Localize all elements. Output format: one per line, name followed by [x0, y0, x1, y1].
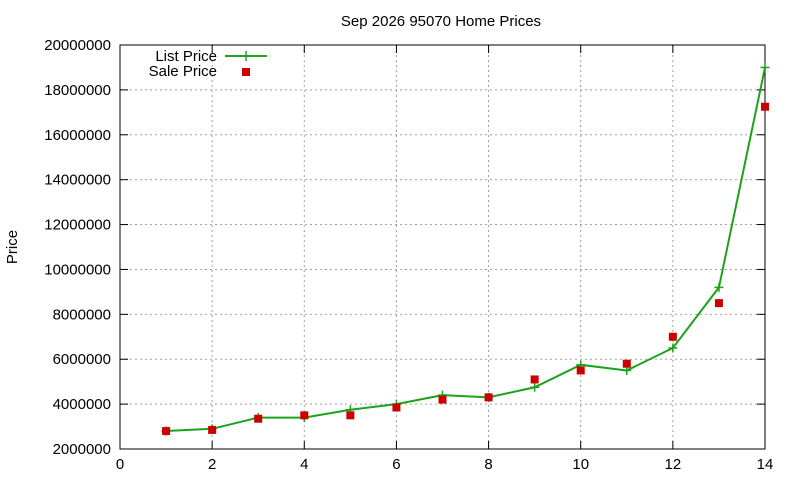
grid-lines [120, 45, 765, 449]
x-tick-label: 0 [116, 456, 124, 473]
sale-price-point [300, 411, 309, 420]
legend: List Price Sale Price [149, 48, 267, 80]
sale-price-point [530, 375, 539, 384]
x-tick-label: 4 [300, 456, 308, 473]
sale-price-point [254, 414, 263, 423]
sale-price-point [162, 427, 171, 436]
x-tick-label: 12 [665, 456, 682, 473]
sale-price-point [761, 102, 769, 111]
y-tick-label: 10000000 [44, 261, 111, 278]
y-tick-label: 18000000 [44, 82, 111, 99]
list-price-point [668, 343, 678, 353]
list-price-point [760, 62, 770, 72]
sale-price-point [576, 366, 585, 375]
y-axis-label: Price [4, 230, 21, 264]
chart-title: Sep 2026 95070 Home Prices [341, 13, 541, 30]
y-tick-label: 8000000 [53, 306, 111, 323]
legend-marker-sale-price [242, 68, 250, 76]
sale-price-point [714, 299, 723, 308]
y-tick-label: 14000000 [44, 172, 111, 189]
series-layer [161, 62, 770, 436]
legend-label-sale-price: Sale Price [149, 63, 217, 80]
list-price-point [714, 282, 724, 292]
plot-frame [119, 44, 766, 450]
sale-price-point [346, 411, 355, 420]
y-axis-ticks: 2000000 4000000 6000000 8000000 10000000 1200… [44, 37, 765, 458]
sale-price-point [668, 332, 677, 341]
x-tick-label: 10 [572, 456, 589, 473]
legend-label-list-price: List Price [155, 48, 217, 65]
sale-price-point [438, 395, 447, 404]
y-tick-label: 12000000 [44, 217, 111, 234]
x-tick-label: 6 [392, 456, 400, 473]
x-tick-label: 2 [208, 456, 216, 473]
list-price-line [166, 67, 766, 433]
sale-price-point [622, 359, 631, 368]
y-tick-label: 4000000 [53, 396, 111, 413]
sale-price-point [484, 393, 493, 402]
x-axis-ticks: 0 2 4 6 8 10 12 14 [116, 45, 774, 473]
y-tick-label: 6000000 [53, 351, 111, 368]
x-tick-label: 14 [757, 456, 774, 473]
y-tick-label: 2000000 [53, 441, 111, 458]
sale-price-point [208, 425, 217, 434]
list-price-point [530, 382, 540, 392]
x-tick-label: 8 [484, 456, 492, 473]
y-tick-label: 20000000 [44, 37, 111, 54]
sale-price-point [392, 403, 401, 412]
y-tick-label: 16000000 [44, 127, 111, 144]
